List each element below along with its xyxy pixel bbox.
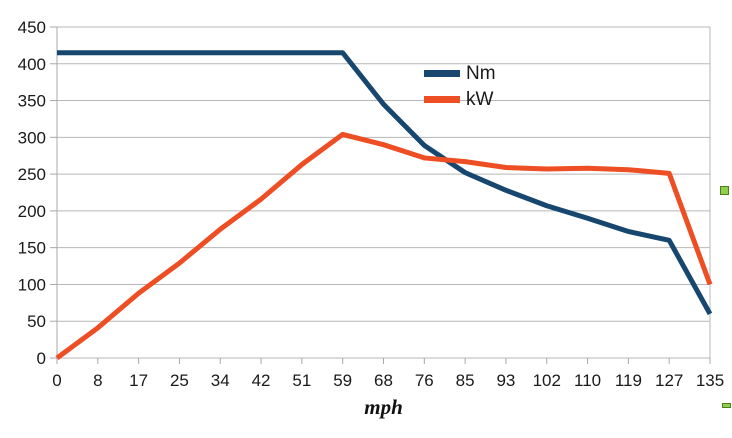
selection-handle[interactable]: [720, 186, 729, 195]
y-axis-label: 150: [18, 239, 46, 258]
y-axis-label: 350: [18, 92, 46, 111]
x-axis-title: mph: [364, 395, 403, 419]
x-axis-label: 59: [333, 371, 352, 390]
x-axis-label: 76: [415, 371, 434, 390]
x-axis-label: 51: [292, 371, 311, 390]
y-axis-label: 100: [18, 275, 46, 294]
y-axis-label: 300: [18, 128, 46, 147]
x-axis-label: 102: [533, 371, 561, 390]
x-axis-label: 85: [456, 371, 475, 390]
y-axis-label: 50: [27, 312, 46, 331]
x-axis-label: 34: [211, 371, 230, 390]
legend[interactable]: Nm kW: [424, 60, 496, 112]
y-axis-label: 400: [18, 55, 46, 74]
x-axis-label: 68: [374, 371, 393, 390]
x-axis-label: 25: [170, 371, 189, 390]
legend-swatch-nm: [424, 69, 460, 77]
x-axis-label: 93: [496, 371, 515, 390]
y-axis-label: 200: [18, 202, 46, 221]
x-axis-label: 42: [252, 371, 271, 390]
series-line-nm[interactable]: [57, 50, 713, 316]
legend-label-nm: Nm: [466, 62, 496, 84]
x-axis-label: 135: [696, 371, 724, 390]
legend-item-kw[interactable]: kW: [424, 86, 496, 112]
legend-item-nm[interactable]: Nm: [424, 60, 496, 86]
x-axis-label: 17: [129, 371, 148, 390]
y-axis-label: 250: [18, 165, 46, 184]
y-axis-label: 450: [18, 18, 46, 37]
legend-label-kw: kW: [466, 88, 494, 110]
x-axis-label: 127: [655, 371, 683, 390]
y-axis-label: 0: [37, 349, 46, 368]
x-axis-label: 110: [574, 371, 601, 390]
selection-handle[interactable]: [722, 403, 731, 408]
series-line-kw[interactable]: [55, 131, 713, 361]
x-axis-label: 8: [93, 371, 102, 390]
legend-swatch-kw: [424, 95, 460, 103]
x-axis-label: 0: [52, 371, 61, 390]
x-axis-label: 119: [615, 371, 642, 390]
